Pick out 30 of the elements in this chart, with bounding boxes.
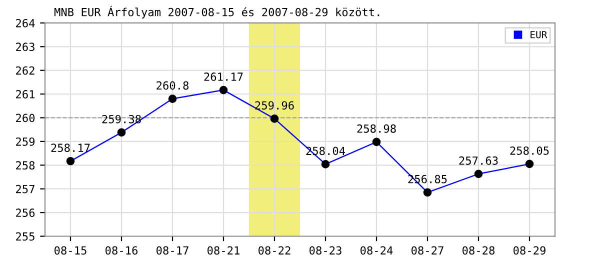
- y-tick-label: 257: [16, 184, 34, 194]
- y-tick-label: 260: [16, 114, 35, 122]
- y-tick-label: 255: [16, 232, 34, 241]
- x-tick-label: 08-15: [54, 246, 86, 255]
- data-label: 258.17: [51, 144, 90, 152]
- data-label: 258.05: [510, 146, 549, 155]
- x-tick-label: 08-16: [106, 246, 138, 255]
- y-tick-label: 264: [16, 18, 35, 28]
- data-label: 261.17: [204, 72, 243, 81]
- x-tick-label: 08-27: [412, 246, 444, 255]
- legend-label: EUR: [530, 31, 548, 38]
- data-label: 259.38: [102, 114, 141, 124]
- x-tick-label: 08-24: [360, 246, 393, 255]
- y-tick-label: 263: [16, 42, 34, 52]
- x-tick-label: 08-21: [208, 246, 240, 255]
- y-tick-label: 256: [16, 208, 35, 217]
- x-tick-label: 08-23: [310, 246, 342, 255]
- x-tick-label: 08-29: [514, 246, 546, 255]
- y-tick-label: 261: [16, 90, 35, 98]
- data-label: 260.8: [156, 81, 189, 90]
- y-tick-label: 262: [16, 66, 34, 75]
- x-tick-label: 08-28: [462, 246, 495, 255]
- x-tick-label: 08-22: [258, 246, 290, 255]
- data-label: 258.98: [357, 124, 396, 133]
- data-label: 259.96: [255, 101, 294, 110]
- data-label: 257.63: [459, 156, 498, 165]
- y-tick-label: 258: [16, 161, 35, 170]
- x-tick-label: 08-17: [156, 246, 188, 255]
- chart-title: MNB EUR Árfolyam 2007-08-15 és 2007-08-29 között.: [54, 6, 380, 18]
- y-tick-label: 259: [16, 137, 35, 146]
